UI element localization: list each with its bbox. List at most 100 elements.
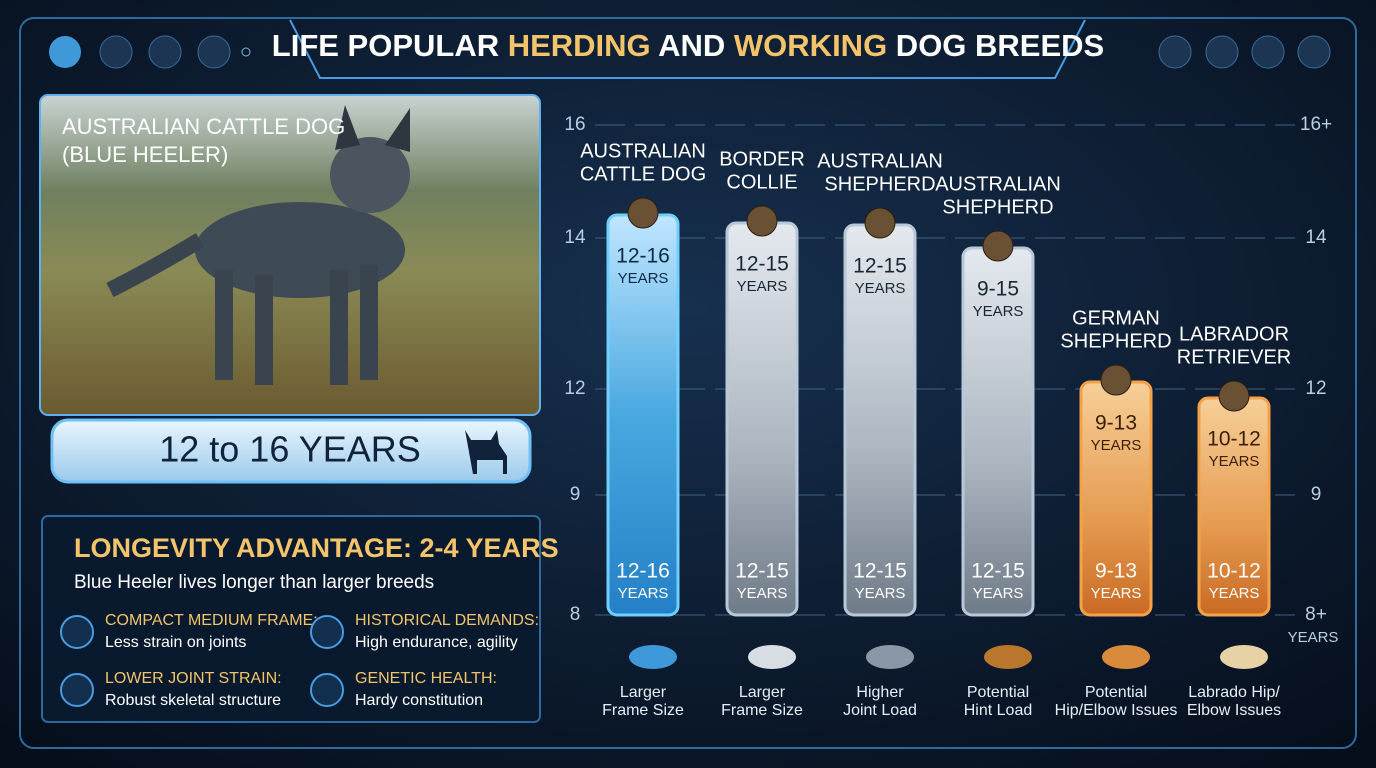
left-axis-label: 14: [564, 227, 586, 248]
left-axis-label: 16: [564, 114, 585, 135]
breed-caption: Frame Size: [602, 702, 684, 719]
header-icons-left: [49, 35, 251, 69]
item-icon: [60, 615, 94, 649]
dog-illustration: [106, 105, 410, 385]
breed-icon: [1102, 645, 1150, 669]
breed-caption: Labrado Hip/: [1188, 684, 1280, 701]
advantage-subtitle: Blue Heeler lives longer than larger bre…: [74, 572, 434, 593]
advantage-heading: LONGEVITY ADVANTAGE: 2-4 YEARS: [74, 533, 559, 563]
bar-top-label: 12-15: [735, 253, 789, 276]
item-icon: [60, 673, 94, 707]
breed-head: [982, 230, 1014, 262]
bar-bottom-label: YEARS: [1091, 585, 1142, 602]
bar-top-label: YEARS: [1091, 437, 1142, 454]
breed-name: CATTLE DOG: [580, 163, 706, 185]
icon-button[interactable]: [1297, 35, 1331, 69]
breed-name: LABRADOR: [1179, 323, 1289, 345]
bar-top-label: YEARS: [1209, 453, 1260, 470]
bar-top-label: 9-15: [977, 278, 1019, 301]
bar-bottom-label: 12-15: [971, 560, 1025, 583]
breed-caption: Elbow Issues: [1187, 702, 1281, 719]
breed-icon: [866, 645, 914, 669]
bar-bottom-label: YEARS: [855, 585, 906, 602]
bar-top-label: YEARS: [973, 303, 1024, 320]
bar-top-label: YEARS: [618, 270, 669, 287]
item-icon: [310, 673, 344, 707]
advantage-items: COMPACT MEDIUM FRAME: Less strain on join…: [60, 612, 539, 709]
item-title: COMPACT MEDIUM FRAME:: [105, 612, 318, 629]
breed-name: SHEPHERD: [1060, 330, 1171, 352]
breed-caption: Joint Load: [843, 702, 917, 719]
bar-bottom-label: 12-15: [735, 560, 789, 583]
breed-icon: [748, 645, 796, 669]
breed-name: COLLIE: [726, 171, 797, 193]
title-part: AND: [651, 28, 734, 63]
breed-caption: Hip/Elbow Issues: [1055, 702, 1178, 719]
breed-name: SHEPHERD: [824, 173, 935, 195]
item-text: High endurance, agility: [355, 634, 518, 651]
breed-name: AUSTRALIAN: [817, 150, 943, 172]
breed-head: [1100, 364, 1132, 396]
breed-name: GERMAN: [1072, 307, 1160, 329]
bar-bottom-label: YEARS: [1209, 585, 1260, 602]
bar-bottom-label: 12-15: [853, 560, 907, 583]
title-part: LIFE POPULAR: [272, 28, 508, 63]
title-part: HERDING: [508, 28, 651, 63]
breed-caption: Higher: [856, 684, 904, 701]
frame: [19, 17, 1357, 749]
left-axis-label: 8: [570, 604, 581, 625]
right-axis-label: 9: [1311, 484, 1322, 505]
icon-dot: [241, 47, 251, 57]
breed-icon: [984, 645, 1032, 669]
breed-head: [746, 205, 778, 237]
feature-lifespan: 12 to 16 YEARS: [159, 429, 421, 470]
right-axis-label: 8+: [1305, 604, 1327, 625]
breed-name: AUSTRALIAN: [935, 173, 1061, 195]
item-title: HISTORICAL DEMANDS:: [355, 612, 539, 629]
right-axis-unit: YEARS: [1288, 629, 1339, 646]
icon-button[interactable]: [49, 36, 81, 68]
header-icons-right: [1158, 35, 1331, 69]
bar-bottom-label: 9-13: [1095, 560, 1137, 583]
right-axis-label: 16+: [1300, 114, 1332, 135]
lifespan-pill: [50, 418, 532, 484]
feature-name-line: AUSTRALIAN CATTLE DOG: [62, 114, 345, 139]
bar-top-label: 12-16: [616, 245, 670, 268]
icon-button[interactable]: [148, 35, 182, 69]
feature-name-line: (BLUE HEELER): [62, 142, 228, 167]
icon-button[interactable]: [1251, 35, 1285, 69]
right-axis-label: 14: [1305, 227, 1327, 248]
item-icon: [310, 615, 344, 649]
breed-caption: Hint Load: [964, 702, 1033, 719]
breed-head: [864, 207, 896, 239]
breed-name: RETRIEVER: [1177, 346, 1291, 368]
icon-button[interactable]: [197, 35, 231, 69]
bar-bottom-label: YEARS: [618, 585, 669, 602]
left-axis-label: 12: [564, 378, 585, 399]
bar-top-label: YEARS: [855, 280, 906, 297]
bar-top-label: 12-15: [853, 255, 907, 278]
breed-icon: [629, 645, 677, 669]
breed-head: [1218, 380, 1250, 412]
title: LIFE POPULAR HERDING AND WORKING DOG BRE…: [272, 28, 1104, 63]
feature-name: AUSTRALIAN CATTLE DOG (BLUE HEELER): [62, 114, 345, 167]
breed-caption: Potential: [1085, 684, 1147, 701]
breed-caption: Frame Size: [721, 702, 803, 719]
icon-button[interactable]: [99, 35, 133, 69]
breed-caption: Potential: [967, 684, 1029, 701]
title-part: DOG BREEDS: [887, 28, 1104, 63]
item-text: Less strain on joints: [105, 634, 246, 651]
breed-caption: Larger: [739, 684, 786, 701]
breed-head: [627, 197, 659, 229]
icon-button[interactable]: [1205, 35, 1239, 69]
breed-name: BORDER: [719, 148, 805, 170]
item-title: LOWER JOINT STRAIN:: [105, 670, 282, 687]
bar-bottom-label: 10-12: [1207, 560, 1261, 583]
bar-top-label: 10-12: [1207, 428, 1261, 451]
icon-button[interactable]: [1158, 35, 1192, 69]
header-frame: [289, 19, 1086, 79]
breed-icon: [1220, 645, 1268, 669]
right-axis-label: 12: [1305, 378, 1326, 399]
